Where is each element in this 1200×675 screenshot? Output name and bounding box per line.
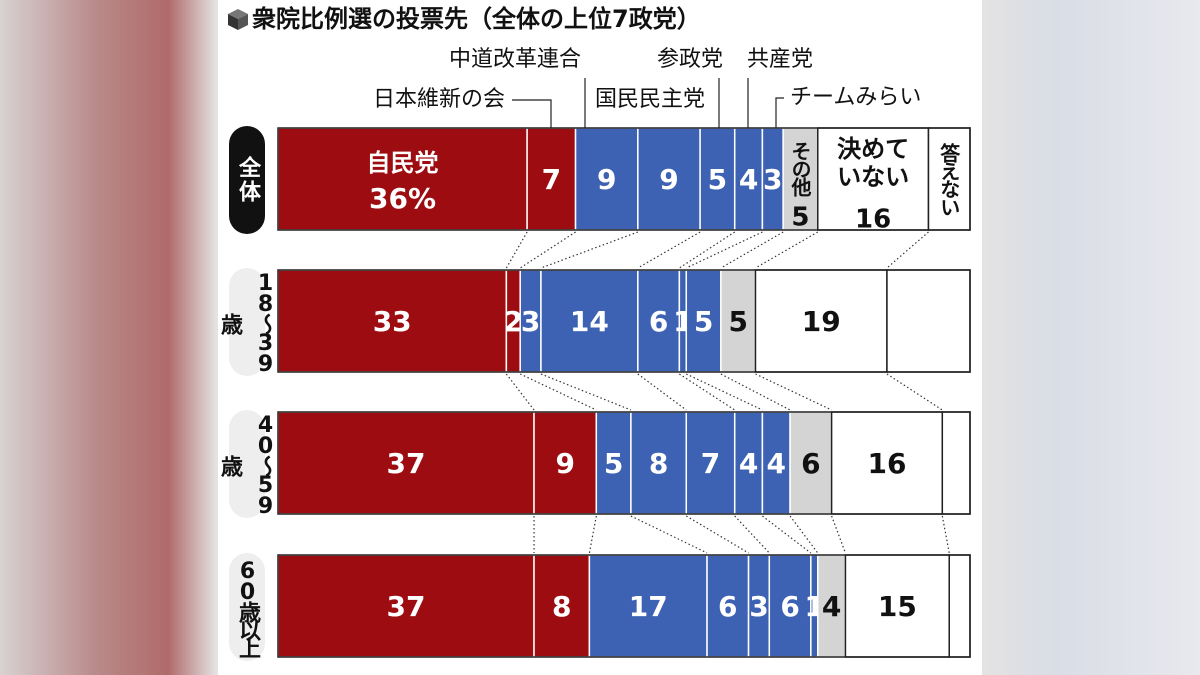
connector [685, 515, 749, 554]
value-label: 19 [802, 305, 841, 338]
connector [505, 231, 528, 269]
value-label: 7 [542, 163, 561, 196]
legend-label: 参政党 [657, 47, 723, 72]
value-label: 7 [701, 447, 720, 480]
value-label: 5 [694, 305, 713, 338]
row-label: 全体 [229, 126, 265, 234]
bar-segment [277, 411, 535, 515]
segment-name: 答えない [936, 143, 961, 215]
bar-segment [595, 411, 632, 515]
connector [720, 373, 791, 411]
bar-segment [277, 554, 535, 658]
connector [519, 373, 597, 411]
connector [679, 231, 736, 269]
value-label: 3 [763, 163, 782, 196]
value-label: 33 [373, 305, 412, 338]
leader-line [512, 99, 552, 128]
connector [540, 231, 639, 269]
connector [686, 373, 763, 411]
segment-name: 決めていない [837, 135, 910, 191]
connector [505, 373, 535, 411]
legend-label: チームみらい [790, 85, 921, 110]
connector [720, 231, 784, 269]
value-label: 36% [369, 182, 436, 215]
bar-segment [948, 554, 971, 658]
value-label: 8 [552, 590, 571, 623]
connector [519, 231, 576, 269]
value-label: 2 [504, 305, 523, 338]
row-label: 60歳以上 [229, 553, 265, 661]
connector [762, 515, 812, 554]
value-label: 4 [822, 590, 841, 623]
value-label: 14 [570, 305, 609, 338]
value-label: 9 [659, 163, 678, 196]
value-label: 16 [867, 447, 906, 480]
connector [630, 515, 708, 554]
value-label: 4 [766, 447, 785, 480]
value-label: 5 [791, 203, 809, 233]
value-label: 6 [649, 305, 668, 338]
bar-segment [886, 269, 971, 373]
value-label: 4 [739, 447, 758, 480]
bar-outline [277, 554, 971, 658]
value-label: 37 [387, 590, 426, 623]
connector [941, 515, 950, 554]
value-label: 5 [604, 447, 623, 480]
bar-outline [277, 411, 971, 515]
connector [734, 515, 770, 554]
leader-line [775, 97, 784, 128]
value-label: 4 [739, 163, 758, 196]
value-label: 6 [801, 447, 820, 480]
connector [637, 231, 701, 269]
segment-name: その他 [787, 141, 812, 195]
bar-segment [941, 411, 971, 515]
bar-segment [754, 269, 888, 373]
bar-segment [720, 269, 757, 373]
bar-segment [685, 269, 722, 373]
value-label: 15 [878, 590, 917, 623]
value-label: 3 [521, 305, 540, 338]
connector [831, 515, 847, 554]
bar-segment [277, 269, 508, 373]
connector [886, 373, 943, 411]
connector [588, 515, 597, 554]
connector [637, 373, 687, 411]
connector [755, 373, 832, 411]
bar-segment [768, 554, 812, 658]
value-label: 17 [629, 590, 668, 623]
connector [679, 373, 736, 411]
legend-label: 日本維新の会 [373, 87, 505, 112]
title-icon [228, 9, 248, 30]
connector [886, 231, 929, 269]
legend-label: 国民民主党 [595, 87, 705, 112]
row-label: 18〜39歳 [217, 268, 278, 376]
value-label: 5 [708, 163, 727, 196]
value-label: 8 [649, 447, 668, 480]
chart-title: 衆院比例選の投票先（全体の上位7政党） [252, 5, 701, 33]
bar-outline [277, 127, 971, 231]
bar-segment [789, 411, 833, 515]
value-label: 6 [780, 590, 799, 623]
value-label: 9 [555, 447, 574, 480]
bar-outline [277, 269, 971, 373]
value-label: 6 [718, 590, 737, 623]
value-label: 5 [728, 305, 747, 338]
connector [755, 231, 819, 269]
connector [540, 373, 632, 411]
legend-label: 中道改革連合 [449, 47, 581, 72]
legend-label: 共産党 [747, 47, 813, 72]
segment-name: 自民党 [366, 149, 439, 177]
value-label: 37 [387, 447, 426, 480]
value-label: 3 [749, 590, 768, 623]
value-label: 9 [597, 163, 616, 196]
row-label: 40〜59歳 [217, 410, 278, 518]
